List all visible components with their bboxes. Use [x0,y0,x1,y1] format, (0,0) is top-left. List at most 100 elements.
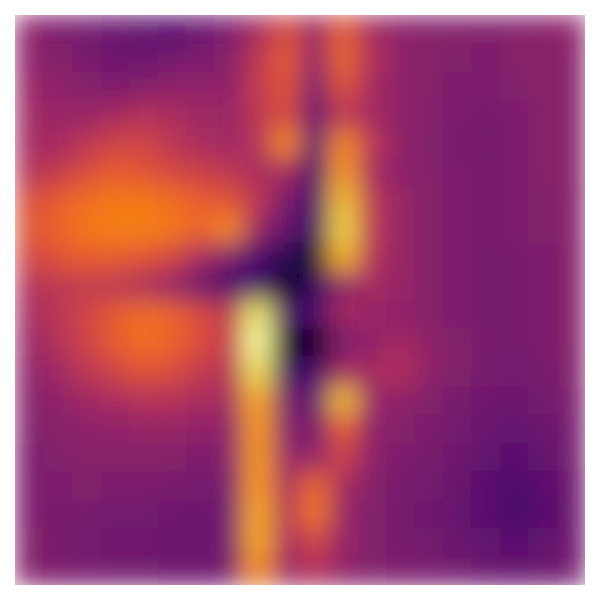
heat-cell [101,186,130,215]
heat-cell [329,129,358,158]
heat-cell [357,300,386,329]
heat-cell [272,15,301,44]
heat-cell [443,243,472,272]
heat-cell [528,443,557,472]
cells [15,15,585,585]
heat-cell [386,329,415,358]
heat-cell [44,44,73,73]
chart [0,0,600,600]
heat-cell [357,471,386,500]
heat-cell [329,386,358,415]
heat-cell [15,44,44,73]
heat-cell [471,414,500,443]
heat-cell [101,443,130,472]
heat-cell [329,15,358,44]
heat-cell [386,129,415,158]
heat-cell [300,15,329,44]
heat-cell [129,44,158,73]
heat-cell [186,272,215,301]
heat-cell [158,158,187,187]
heat-cell [44,500,73,529]
heat-cell [44,158,73,187]
heat-cell [44,357,73,386]
heat-cell [158,243,187,272]
heat-cell [443,158,472,187]
heat-cell [44,300,73,329]
heat-cell [15,471,44,500]
heat-cell [243,471,272,500]
heat-cell [300,329,329,358]
heat-cell [414,215,443,244]
heat-cell [15,72,44,101]
heat-cell [386,44,415,73]
heat-cell [186,215,215,244]
heat-cell [158,443,187,472]
heat-cell [329,443,358,472]
heat-cell [215,101,244,130]
heat-cell [414,528,443,557]
heat-cell [129,15,158,44]
heat-cell [243,272,272,301]
heat-cell [243,528,272,557]
heat-cell [15,272,44,301]
heat-cell [443,557,472,586]
heat-cell [300,471,329,500]
heat-cell [329,329,358,358]
heat-cell [129,557,158,586]
heat-cell [329,557,358,586]
heat-cell [300,243,329,272]
heat-cell [158,471,187,500]
heat-cell [500,272,529,301]
heat-cell [243,557,272,586]
heat-cell [72,215,101,244]
heat-cell [528,158,557,187]
heat-cell [500,15,529,44]
heat-cell [500,129,529,158]
heat-cell [500,414,529,443]
cells-clip [15,15,585,585]
heat-cell [357,500,386,529]
heat-cell [557,158,586,187]
heat-cell [243,72,272,101]
heat-cell [443,500,472,529]
heat-cell [386,15,415,44]
heat-cell [101,44,130,73]
heat-cell [101,101,130,130]
heat-cell [329,500,358,529]
heat-cell [386,471,415,500]
heat-cell [215,44,244,73]
heat-cell [557,129,586,158]
heat-cell [44,414,73,443]
heat-cell [44,528,73,557]
heat-cell [129,528,158,557]
heat-cell [471,15,500,44]
heat-cell [357,272,386,301]
heat-cell [414,15,443,44]
heat-cell [386,528,415,557]
heat-cell [500,158,529,187]
heat-cell [357,386,386,415]
heat-cell [443,300,472,329]
heat-cell [243,386,272,415]
heat-cell [500,44,529,73]
heat-cell [300,72,329,101]
heat-cell [158,300,187,329]
heat-cell [414,357,443,386]
heat-cell [15,15,44,44]
heat-cell [300,215,329,244]
heat-cell [72,528,101,557]
heat-cell [357,158,386,187]
heat-cell [72,129,101,158]
heat-cell [471,386,500,415]
heat-cell [528,528,557,557]
heat-cell [15,500,44,529]
heat-cell [44,443,73,472]
heat-cell [215,500,244,529]
heat-cell [101,15,130,44]
heat-cell [471,243,500,272]
heat-cell [15,186,44,215]
heat-cell [414,129,443,158]
heat-cell [528,44,557,73]
heat-cell [557,72,586,101]
heat-cell [272,44,301,73]
